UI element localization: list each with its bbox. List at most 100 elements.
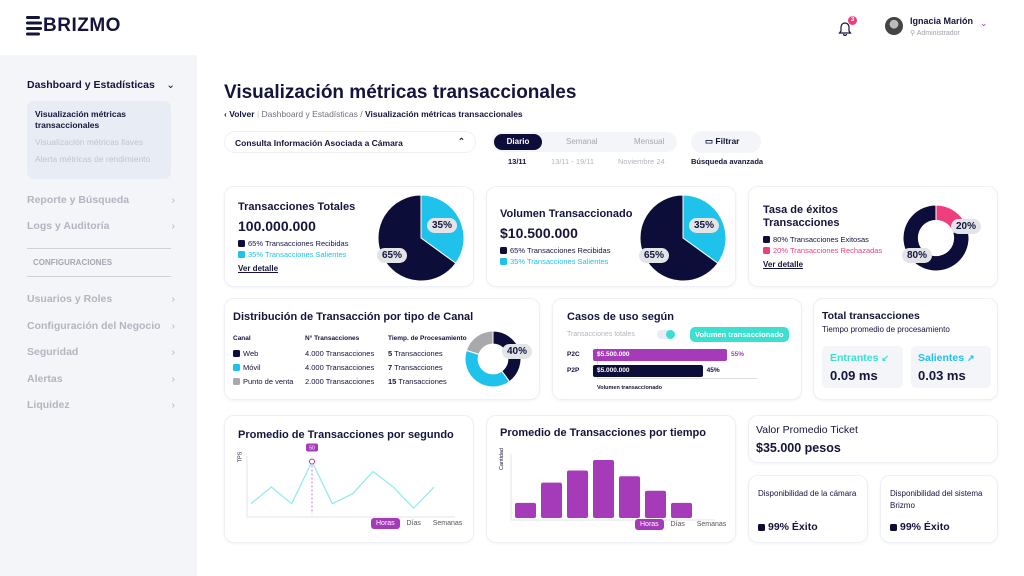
legend-swatch [500, 258, 507, 265]
tab-diario[interactable]: Diario [494, 134, 542, 150]
breadcrumb-item[interactable]: Dashboard y Estadísticas [261, 109, 358, 119]
range-horas[interactable]: Horas [635, 519, 664, 530]
axis [246, 456, 455, 518]
bar[interactable] [645, 490, 666, 518]
legend-swatch [233, 378, 240, 385]
submenu: Visualización métricas transaccionales V… [27, 101, 171, 179]
filter-button[interactable]: ▭ Filtrar [691, 131, 761, 153]
card-value: $35.000 pesos [756, 441, 841, 455]
y-axis-label: TPS [237, 451, 244, 463]
card-title: Disponibilidad del sistema Brizmo [890, 489, 983, 510]
bar-axis [597, 347, 757, 379]
legend-item: 80% Transacciones Exitosas [773, 235, 869, 244]
card-title: Disponibilidad de la cámara [758, 489, 857, 498]
legend-swatch [763, 236, 770, 243]
chevron-right-icon: › [171, 194, 176, 206]
legend-swatch [238, 240, 245, 247]
view-detail-link[interactable]: Ver detalle [238, 264, 279, 273]
sidebar-item-configuracion[interactable]: Configuración del Negocio › [27, 320, 175, 332]
availability-value: 99% Éxito [900, 521, 950, 533]
donut-hole [917, 219, 955, 257]
arrow-up-right-icon: ↗ [967, 353, 975, 363]
submenu-item-alertas[interactable]: Alerta métricas de rendimiento [35, 154, 151, 164]
sidebar-item-logs[interactable]: Logs y Auditoría › [27, 220, 175, 232]
bar[interactable] [593, 460, 614, 518]
range-semanas[interactable]: Semanas [696, 521, 727, 528]
legend-item: 65% Transacciones Recibidas [248, 239, 349, 248]
chevron-right-icon: › [171, 293, 176, 305]
bar[interactable] [541, 482, 562, 518]
calendar-icon: ▭ [705, 136, 714, 146]
chevron-right-icon: › [171, 373, 176, 385]
card-system-availability: Disponibilidad del sistema Brizmo 99% Éx… [880, 475, 998, 543]
card-use-cases: Casos de uso según Transacciones totales… [552, 298, 802, 400]
volume-toggle-button[interactable]: Volumen transaccionado [690, 327, 789, 342]
sidebar-item-label: Configuración del Negocio [27, 320, 161, 332]
table-row: Punto de venta 2.000 Transacciones 15 Tran… [233, 377, 447, 391]
usecase-bar[interactable]: $5.500.000 [593, 349, 727, 361]
tab-mensual[interactable]: Mensual [634, 137, 665, 146]
y-axis-label: Cantidad [499, 447, 506, 471]
toggle-switch[interactable] [657, 330, 675, 339]
card-total-times: Total transacciones Tiempo promedio de p… [813, 298, 998, 400]
donut-label: 20% [951, 219, 982, 234]
pie-label: 65% [639, 248, 670, 263]
pie-chart [640, 195, 726, 281]
status-dot [890, 524, 897, 531]
period-date: Noviembre 24 [618, 157, 665, 166]
sidebar-item-label: Usuarios y Roles [27, 293, 113, 305]
donut-label: 40% [502, 344, 533, 359]
processing-number: 7 [388, 363, 393, 372]
sidebar-item-label: Logs y Auditoría [27, 220, 110, 232]
tooltip-value: 50 [309, 446, 315, 452]
divider [27, 276, 171, 277]
bar[interactable] [671, 502, 692, 518]
range-semanas[interactable]: Semanas [432, 520, 463, 527]
chevron-down-icon: ⌄ [980, 18, 988, 28]
advanced-search-link[interactable]: Búsqueda avanzada [691, 157, 764, 166]
range-horas[interactable]: Horas [371, 518, 400, 529]
sidebar-item-seguridad[interactable]: Seguridad › [27, 346, 175, 358]
period-tabs: Diario Semanal Mensual [492, 132, 677, 152]
legend-item: 35% Transacciones Salientes [248, 250, 347, 259]
sidebar-item-dashboard[interactable]: Dashboard y Estadísticas ⌄ [27, 79, 175, 91]
range-dias[interactable]: Días [670, 521, 685, 528]
usecase-bar[interactable]: $5.000.000 [593, 365, 703, 377]
card-volume: Volumen Transaccionado $10.500.000 65% T… [486, 186, 736, 287]
user-menu[interactable]: Ignacia Marión ⚲ Administrador ⌄ [885, 16, 995, 40]
bar-value: $5.000.000 [597, 367, 630, 374]
view-detail-link[interactable]: Ver detalle [763, 260, 804, 269]
sidebar-item-usuarios[interactable]: Usuarios y Roles › [27, 293, 175, 305]
notifications-button[interactable]: 3 [838, 16, 857, 36]
outgoing-label: Salientes [918, 352, 965, 364]
range-dias[interactable]: Días [406, 520, 421, 527]
camera-dropdown[interactable]: Consulta Información Asociada a Cámara ⌃ [224, 131, 476, 153]
page-title: Visualización métricas transaccionales [224, 82, 577, 103]
sidebar-item-label: Liquidez [27, 399, 70, 411]
highlight-point[interactable] [309, 458, 315, 465]
card-success-rate: Tasa de éxitos Transacciones 80% Transac… [748, 186, 998, 287]
logo-mark-icon [26, 16, 42, 36]
logo[interactable]: BRIZMO [26, 14, 121, 38]
bar[interactable] [567, 470, 588, 518]
card-title: Transacciones Totales [238, 201, 356, 213]
avatar [885, 17, 903, 35]
card-title: Valor Promedio Ticket [756, 424, 858, 436]
channel-name: Punto de venta [243, 377, 294, 386]
bell-icon [838, 22, 852, 36]
sidebar-item-label: Alertas [27, 373, 63, 385]
chart-title: Promedio de Transacciones por segundo [238, 429, 454, 441]
config-heading: CONFIGURACIONES [33, 258, 113, 267]
submenu-item-transaccionales[interactable]: Visualización métricas transaccionales [35, 109, 127, 130]
submenu-item-llaves[interactable]: Visualización métricas llaves [35, 137, 144, 147]
sidebar-item-alertas[interactable]: Alertas › [27, 373, 175, 385]
bar[interactable] [515, 502, 536, 518]
card-title: Distribución de Transacción por tipo de … [233, 311, 474, 323]
tab-semanal[interactable]: Semanal [566, 137, 598, 146]
sidebar-item-reporte[interactable]: Reporte y Búsqueda › [27, 194, 175, 206]
table-row: Móvil 4.000 Transacciones 7 Transacciones [233, 363, 447, 377]
back-link[interactable]: ‹ Volver [224, 109, 255, 119]
bar[interactable] [619, 476, 640, 518]
sidebar-item-liquidez[interactable]: Liquidez › [27, 399, 175, 411]
processing-unit: Transacciones [394, 349, 443, 358]
